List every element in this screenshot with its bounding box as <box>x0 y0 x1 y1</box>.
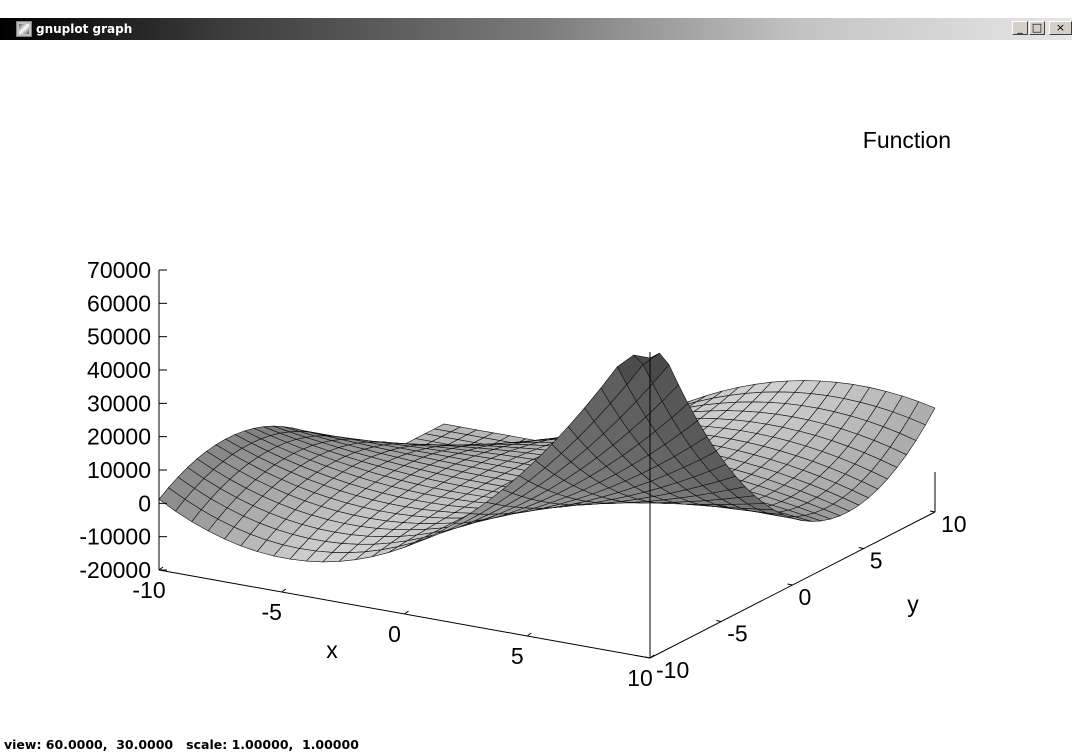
y-tick-mark <box>787 583 793 586</box>
z-tick-label: 50000 <box>87 324 151 350</box>
status-bar: view: 60.0000, 30.0000 scale: 1.00000, 1… <box>0 734 1072 756</box>
x-tick-mark <box>158 566 164 571</box>
z-tick-label: -10000 <box>79 524 151 550</box>
y-tick-mark <box>716 620 722 622</box>
plot-axes <box>158 269 936 659</box>
y-tick-mark <box>644 656 651 659</box>
title-bar[interactable]: gnuplot graph _ □ × <box>0 18 1072 40</box>
x-tick-label: -10 <box>132 577 165 603</box>
z-tick-label: 70000 <box>87 257 151 283</box>
x-tick-label: 5 <box>511 643 524 669</box>
x-tick-mark <box>281 588 287 593</box>
y-tick-label: 10 <box>941 511 967 537</box>
surface-mesh <box>158 352 936 563</box>
x-tick-mark <box>526 632 532 637</box>
plot-area[interactable]: -20000 -10000 0 10000 20000 30000 40000 50000 60… <box>0 40 1072 730</box>
x-tick-label: 10 <box>627 665 653 691</box>
x-axis-label: x <box>326 637 338 663</box>
y-tick-mark <box>929 510 936 513</box>
surface-plot[interactable]: -20000 -10000 0 10000 20000 30000 40000 50000 60… <box>0 40 1072 730</box>
z-tick-label: -20000 <box>79 557 151 583</box>
x-tick-label: 0 <box>388 621 401 647</box>
x-tick-mark <box>649 654 655 659</box>
x-tick-label: -5 <box>262 599 282 625</box>
y-axis-label: y <box>907 591 919 617</box>
gnuplot-app-icon[interactable] <box>16 21 32 37</box>
plot-labels: -20000 -10000 0 10000 20000 30000 40000 50000 60… <box>79 127 966 691</box>
status-text: view: 60.0000, 30.0000 scale: 1.00000, 1… <box>4 737 359 752</box>
window-title: gnuplot graph <box>36 22 133 36</box>
z-tick-label: 30000 <box>87 390 151 416</box>
z-tick-label: 20000 <box>87 424 151 450</box>
y-tick-label: -5 <box>727 621 747 647</box>
close-button[interactable]: × <box>1049 21 1072 35</box>
y-tick-mark <box>858 547 864 549</box>
surface-facet <box>158 487 186 512</box>
x-tick-mark <box>404 610 409 615</box>
z-tick-label: 60000 <box>87 290 151 316</box>
y-tick-label: 5 <box>870 548 883 574</box>
minimize-button[interactable]: _ <box>1012 21 1028 35</box>
z-tick-label: 0 <box>138 490 151 516</box>
legend-label: Function <box>863 127 951 153</box>
maximize-button[interactable]: □ <box>1029 21 1045 35</box>
y-tick-label: -10 <box>656 657 689 683</box>
z-tick-label: 10000 <box>87 457 151 483</box>
z-tick-label: 40000 <box>87 357 151 383</box>
y-tick-label: 0 <box>799 584 812 610</box>
